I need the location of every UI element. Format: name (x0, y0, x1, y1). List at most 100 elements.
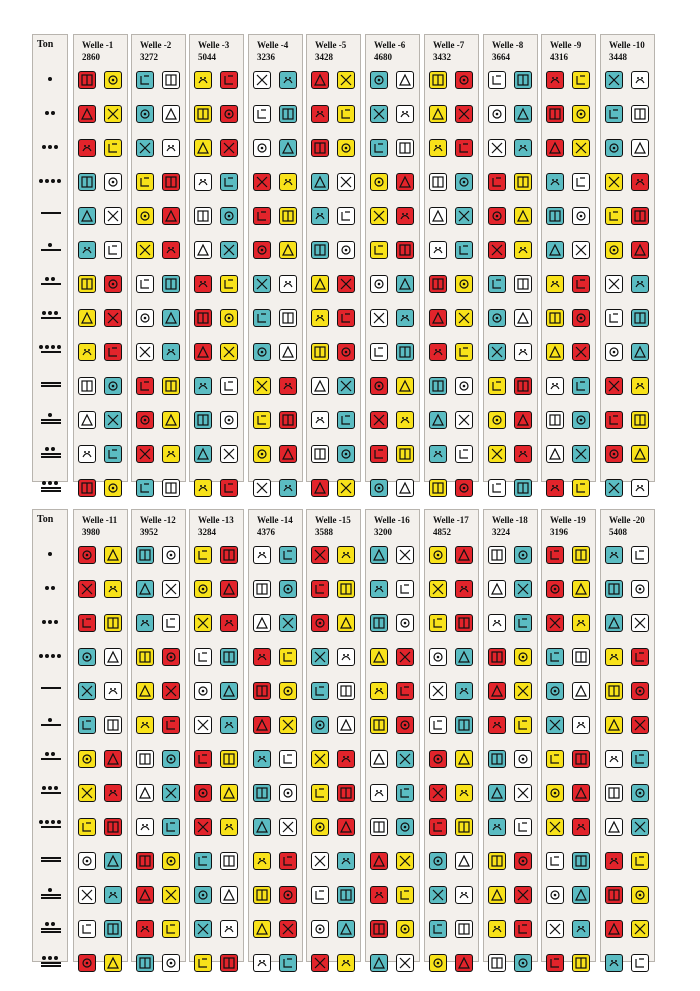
tone-bar (41, 962, 61, 964)
day-sign-glyph (136, 275, 154, 293)
day-sign-glyph (194, 546, 212, 564)
day-sign-glyph (311, 105, 329, 123)
day-sign-glyph (253, 173, 271, 191)
day-sign-glyph (253, 818, 271, 836)
tone-bar (41, 931, 61, 933)
day-sign-glyph (429, 580, 447, 598)
day-sign-glyph (337, 648, 355, 666)
tone-dot (42, 311, 46, 315)
wave-number: 3588 (315, 527, 333, 537)
day-sign-glyph (311, 71, 329, 89)
tone-dot (42, 145, 46, 149)
day-sign-glyph (631, 173, 649, 191)
day-sign-glyph (162, 920, 180, 938)
wave-header: Welle -19 3196 (550, 514, 586, 538)
day-sign-glyph (337, 445, 355, 463)
day-sign-glyph (631, 309, 649, 327)
day-sign-glyph (396, 479, 414, 497)
day-sign-glyph (514, 105, 532, 123)
tone-dot (57, 820, 61, 824)
day-sign-glyph (546, 920, 564, 938)
day-sign-glyph (631, 852, 649, 870)
day-sign-glyph (253, 920, 271, 938)
day-sign-glyph (194, 71, 212, 89)
bottom-wave-panel: Ton Welle -11 3980 Welle -12 3952 Welle -13 32… (32, 509, 670, 972)
day-sign-glyph (605, 411, 623, 429)
day-sign-glyph (370, 954, 388, 972)
day-sign-glyph (546, 411, 564, 429)
wave-column: Welle -5 3428 (306, 34, 361, 497)
day-sign-glyph (514, 71, 532, 89)
day-sign-glyph (546, 343, 564, 361)
day-sign-glyph (546, 716, 564, 734)
day-sign-glyph (514, 580, 532, 598)
day-sign-glyph (514, 750, 532, 768)
day-sign-glyph (279, 309, 297, 327)
tone-bar (41, 965, 61, 967)
day-sign-glyph (396, 343, 414, 361)
day-sign-glyph (136, 954, 154, 972)
day-sign-glyph (337, 886, 355, 904)
day-sign-glyph (104, 445, 122, 463)
tone-dot (54, 620, 58, 624)
tone-dot (51, 586, 55, 590)
day-sign-glyph (253, 411, 271, 429)
day-sign-glyph (220, 818, 238, 836)
day-sign-glyph (337, 784, 355, 802)
day-sign-glyph (162, 139, 180, 157)
day-sign-glyph (253, 614, 271, 632)
day-sign-glyph (311, 920, 329, 938)
day-sign-glyph (631, 411, 649, 429)
day-sign-glyph (429, 648, 447, 666)
wave-name: Welle -18 (492, 515, 528, 525)
wave-column: Welle -14 4376 (248, 509, 303, 972)
day-sign-glyph (104, 614, 122, 632)
day-sign-glyph (488, 818, 506, 836)
tone-number-7 (33, 752, 69, 764)
day-sign-glyph (136, 818, 154, 836)
tone-dot (48, 718, 52, 722)
day-sign-glyph (162, 207, 180, 225)
wave-header: Welle -16 3200 (374, 514, 410, 538)
day-sign-glyph (311, 818, 329, 836)
day-sign-glyph (253, 445, 271, 463)
day-sign-glyph (104, 716, 122, 734)
day-sign-glyph (337, 139, 355, 157)
day-sign-glyph (337, 682, 355, 700)
wave-number: 2860 (82, 52, 100, 62)
day-sign-glyph (546, 71, 564, 89)
day-sign-glyph (605, 139, 623, 157)
day-sign-glyph (311, 614, 329, 632)
day-sign-glyph (605, 580, 623, 598)
day-sign-glyph (194, 682, 212, 700)
day-sign-glyph (370, 139, 388, 157)
day-sign-glyph (370, 716, 388, 734)
day-sign-glyph (455, 309, 473, 327)
wave-number: 5044 (198, 52, 216, 62)
tone-bar (41, 351, 61, 353)
tone-bar (41, 724, 61, 726)
day-sign-glyph (104, 682, 122, 700)
day-sign-glyph (546, 886, 564, 904)
day-sign-glyph (194, 716, 212, 734)
day-sign-glyph (136, 173, 154, 191)
wave-number: 4680 (374, 52, 392, 62)
day-sign-glyph (253, 343, 271, 361)
day-sign-glyph (337, 207, 355, 225)
day-sign-glyph (631, 750, 649, 768)
tone-bar (41, 894, 61, 896)
day-sign-glyph (429, 309, 447, 327)
wave-name: Welle -4 (257, 40, 289, 50)
day-sign-glyph (220, 309, 238, 327)
tone-dot (51, 179, 55, 183)
tone-bar (41, 212, 61, 214)
tone-dot (51, 111, 55, 115)
day-sign-glyph (337, 309, 355, 327)
day-sign-glyph (78, 954, 96, 972)
day-sign-glyph (514, 682, 532, 700)
day-sign-glyph (488, 275, 506, 293)
day-sign-glyph (488, 852, 506, 870)
day-sign-glyph (370, 546, 388, 564)
day-sign-glyph (396, 411, 414, 429)
day-sign-glyph (488, 750, 506, 768)
